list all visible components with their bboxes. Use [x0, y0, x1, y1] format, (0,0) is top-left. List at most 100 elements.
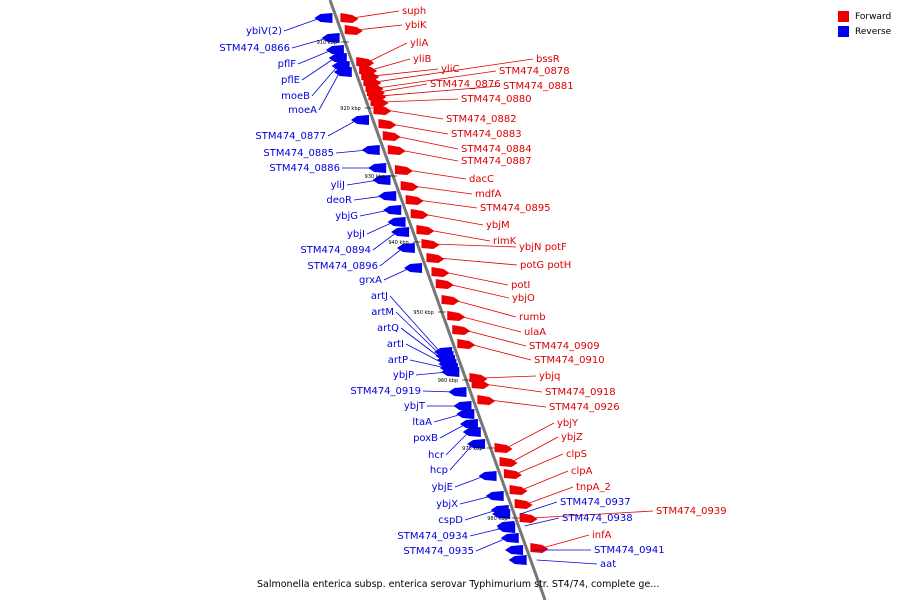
forward-gene-label[interactable]: STM474_0910 — [534, 355, 605, 366]
forward-gene-label[interactable]: STM474_0884 — [461, 144, 532, 155]
forward-gene-label[interactable]: bssR — [536, 54, 560, 65]
reverse-gene-label[interactable]: artM — [371, 307, 394, 318]
reverse-gene-label[interactable]: STM474_0885 — [263, 148, 334, 159]
forward-gene-label[interactable]: ybjM — [486, 220, 510, 231]
reverse-gene-label[interactable]: ybjI — [347, 229, 365, 240]
forward-gene-label[interactable]: STM474_0876 — [430, 79, 501, 90]
reverse-gene-block[interactable] — [368, 163, 387, 173]
forward-gene-label[interactable]: ybjO — [512, 293, 535, 304]
reverse-gene-label[interactable]: yliJ — [331, 180, 345, 191]
forward-gene-block[interactable] — [387, 145, 406, 155]
forward-gene-block[interactable] — [435, 279, 454, 289]
forward-gene-label[interactable]: dacC — [469, 174, 494, 185]
reverse-gene-label[interactable]: artJ — [371, 291, 388, 302]
reverse-gene-label[interactable]: ybjX — [436, 499, 458, 510]
reverse-gene-label[interactable]: STM474_0896 — [307, 261, 378, 272]
reverse-gene-block[interactable] — [321, 33, 340, 43]
forward-gene-label[interactable]: potI — [511, 280, 530, 291]
forward-gene-label[interactable]: ulaA — [524, 327, 546, 338]
reverse-gene-label[interactable]: STM474_0866 — [219, 43, 290, 54]
reverse-gene-block[interactable] — [496, 521, 515, 531]
forward-gene-block[interactable] — [499, 457, 518, 467]
reverse-gene-block[interactable] — [453, 401, 472, 411]
forward-gene-block[interactable] — [394, 165, 413, 175]
reverse-gene-block[interactable] — [448, 387, 467, 397]
reverse-gene-block[interactable] — [391, 227, 410, 237]
forward-gene-label[interactable]: ybjq — [539, 371, 560, 382]
forward-gene-block[interactable] — [431, 267, 450, 277]
forward-gene-label[interactable]: STM474_0926 — [549, 402, 620, 413]
reverse-gene-block[interactable] — [467, 439, 486, 449]
forward-gene-label[interactable]: rimK — [493, 236, 517, 247]
forward-gene-label[interactable]: infA — [592, 530, 612, 541]
reverse-gene-label[interactable]: moeA — [288, 105, 317, 116]
reverse-gene-block[interactable] — [328, 53, 347, 63]
reverse-gene-label[interactable]: STM474_0919 — [350, 386, 421, 397]
reverse-gene-label[interactable]: pflE — [281, 75, 300, 86]
reverse-gene-label[interactable]: hcp — [430, 465, 448, 476]
reverse-gene-block[interactable] — [361, 145, 380, 155]
forward-gene-block[interactable] — [447, 311, 466, 321]
forward-gene-block[interactable] — [373, 105, 392, 115]
forward-gene-label[interactable]: rumb — [519, 312, 546, 323]
forward-gene-block[interactable] — [441, 295, 460, 305]
forward-gene-block[interactable] — [530, 543, 549, 553]
reverse-gene-block[interactable] — [459, 419, 478, 429]
reverse-gene-label[interactable]: pflF — [278, 59, 297, 70]
reverse-gene-block[interactable] — [485, 491, 504, 501]
reverse-gene-label[interactable]: artQ — [377, 323, 399, 334]
reverse-gene-label[interactable]: ybjE — [432, 482, 453, 493]
forward-gene-label[interactable]: STM474_0881 — [503, 81, 574, 92]
forward-gene-block[interactable] — [426, 253, 445, 263]
reverse-gene-block[interactable] — [500, 533, 519, 543]
reverse-gene-block[interactable] — [314, 13, 333, 23]
forward-gene-label[interactable]: mdfA — [475, 189, 502, 200]
forward-gene-block[interactable] — [457, 339, 476, 349]
forward-gene-block[interactable] — [519, 513, 538, 523]
reverse-gene-label[interactable]: cspD — [438, 515, 463, 526]
forward-gene-block[interactable] — [503, 469, 522, 479]
reverse-gene-label[interactable]: grxA — [359, 275, 382, 286]
reverse-gene-label[interactable]: deoR — [326, 195, 352, 206]
reverse-gene-block[interactable] — [478, 471, 497, 481]
forward-gene-label[interactable]: yliB — [413, 54, 431, 65]
reverse-gene-label[interactable]: STM474_0886 — [269, 163, 340, 174]
forward-gene-block[interactable] — [416, 225, 435, 235]
forward-gene-block[interactable] — [471, 379, 490, 389]
reverse-gene-label[interactable]: ybjP — [393, 370, 414, 381]
forward-gene-block[interactable] — [378, 119, 397, 129]
reverse-gene-block[interactable] — [383, 205, 402, 215]
reverse-gene-block[interactable] — [404, 263, 423, 273]
forward-gene-block[interactable] — [421, 239, 440, 249]
forward-gene-block[interactable] — [340, 13, 359, 23]
reverse-gene-label[interactable]: ybjG — [335, 211, 358, 222]
forward-gene-label[interactable]: STM474_0895 — [480, 203, 551, 214]
forward-gene-label[interactable]: STM474_0909 — [529, 341, 600, 352]
reverse-gene-block[interactable] — [462, 427, 481, 437]
forward-gene-label[interactable]: STM474_0887 — [461, 156, 532, 167]
forward-gene-label[interactable]: ybjY — [557, 418, 579, 429]
forward-gene-label[interactable]: STM474_0878 — [499, 66, 570, 77]
reverse-gene-block[interactable] — [372, 175, 391, 185]
forward-gene-block[interactable] — [356, 57, 375, 67]
forward-gene-label[interactable]: ybiK — [405, 20, 427, 31]
forward-gene-block[interactable] — [370, 97, 389, 107]
reverse-gene-label[interactable]: artP — [388, 355, 408, 366]
reverse-gene-block[interactable] — [492, 509, 511, 519]
reverse-gene-block[interactable] — [325, 45, 344, 55]
reverse-gene-label[interactable]: aat — [600, 559, 616, 570]
reverse-gene-block[interactable] — [396, 243, 415, 253]
reverse-gene-block[interactable] — [351, 115, 369, 125]
forward-gene-block[interactable] — [477, 395, 496, 405]
forward-gene-block[interactable] — [410, 209, 429, 219]
forward-gene-block[interactable] — [509, 485, 528, 495]
forward-gene-label[interactable]: STM474_0883 — [451, 129, 522, 140]
forward-gene-label[interactable]: ybjN potF — [519, 242, 567, 253]
reverse-gene-block[interactable] — [505, 545, 524, 555]
forward-gene-block[interactable] — [400, 181, 419, 191]
forward-gene-block[interactable] — [382, 131, 401, 141]
forward-gene-block[interactable] — [405, 195, 424, 205]
reverse-gene-label[interactable]: STM474_0935 — [403, 546, 474, 557]
forward-gene-block[interactable] — [494, 443, 513, 453]
reverse-gene-label[interactable]: STM474_0934 — [397, 531, 468, 542]
